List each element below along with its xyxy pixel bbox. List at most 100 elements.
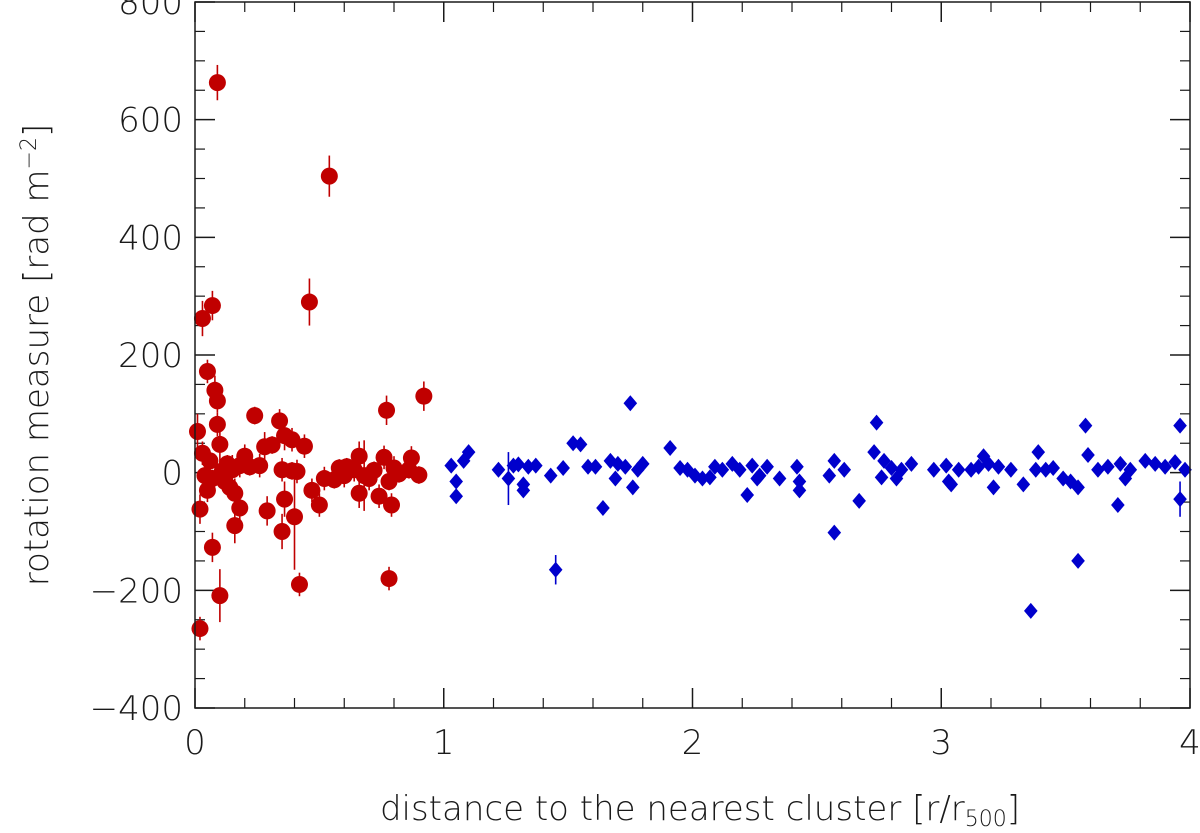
data-point-diamond [688, 467, 702, 484]
data-point-circle [370, 487, 388, 505]
data-point-diamond [588, 458, 603, 475]
data-point-circle [258, 502, 276, 520]
data-point-diamond [623, 395, 638, 412]
data-point-diamond [760, 458, 774, 475]
data-point-diamond [1081, 447, 1095, 464]
data-point-diamond [618, 458, 633, 475]
data-point-diamond [501, 470, 516, 487]
data-point-diamond [904, 455, 919, 472]
data-point-circle [288, 462, 306, 480]
data-point-circle [251, 457, 269, 475]
data-point-circle [231, 499, 249, 517]
y-tick-label: −200 [90, 571, 183, 611]
data-point-circle [211, 587, 229, 605]
y-tick-label: 200 [118, 336, 183, 376]
data-point-circle [191, 500, 209, 518]
data-point-diamond [792, 482, 807, 499]
data-point-diamond [1024, 602, 1038, 619]
data-point-diamond [939, 457, 954, 474]
data-point-circle [295, 437, 313, 455]
data-point-diamond [837, 461, 852, 478]
data-point-diamond [511, 456, 526, 473]
data-point-diamond [611, 455, 625, 472]
data-point-diamond [884, 459, 899, 476]
tick-labels: 0 1 2 3 4 −400 −200 0 200 400 600 800 [90, 0, 1200, 763]
data-point-circle [211, 435, 229, 453]
data-point-circle [246, 407, 264, 425]
data-point-circle [350, 484, 368, 502]
data-point-diamond [1168, 454, 1182, 471]
y-axis-label: rotation measure [rad m−2] [17, 124, 57, 587]
data-point-diamond [889, 470, 904, 487]
data-point-diamond [1148, 455, 1162, 472]
data-point-diamond [703, 469, 717, 486]
data-point-diamond [772, 470, 787, 487]
data-point-diamond [1004, 461, 1018, 478]
data-point-diamond [1071, 552, 1085, 569]
data-point-circle [226, 517, 244, 535]
data-point-diamond [827, 524, 842, 541]
data-point-circle [188, 422, 206, 440]
data-point-diamond [790, 458, 804, 475]
data-point-diamond [745, 457, 759, 474]
data-point-circle [383, 496, 401, 514]
data-point-circle [303, 481, 321, 499]
data-point-diamond [543, 467, 558, 484]
data-point-circle [290, 575, 308, 593]
data-point-diamond [874, 469, 889, 486]
data-point-diamond [750, 470, 764, 487]
data-point-diamond [456, 452, 471, 469]
data-point-diamond [444, 457, 459, 474]
data-point-diamond [528, 457, 543, 474]
data-point-diamond [981, 455, 996, 472]
data-point-diamond [951, 461, 966, 478]
y-tick-label: 800 [118, 0, 183, 23]
data-point-diamond [1016, 476, 1031, 493]
data-point-diamond [1046, 459, 1060, 476]
data-point-circle [380, 570, 398, 588]
axis-ticks [194, 1, 1191, 709]
data-point-circle [208, 415, 226, 433]
x-tick-label: 1 [433, 723, 455, 763]
data-point-diamond [732, 461, 747, 478]
x-axis-label: distance to the nearest cluster [r/r500] [380, 789, 1020, 832]
data-point-circle [193, 310, 211, 328]
error-bars [196, 64, 1186, 641]
data-point-diamond [1118, 470, 1133, 487]
data-point-circle [226, 484, 244, 502]
data-point-diamond [991, 458, 1006, 475]
data-point-circle [300, 293, 318, 311]
data-point-diamond [626, 479, 640, 496]
data-point-diamond [449, 473, 463, 490]
data-point-diamond [1158, 458, 1172, 475]
data-point-diamond [596, 499, 610, 516]
data-point-diamond [491, 461, 506, 478]
data-point-circle [350, 447, 368, 465]
data-point-circle [375, 448, 393, 466]
data-point-diamond [1071, 479, 1085, 496]
data-point-circle [276, 490, 294, 508]
data-point-diamond [449, 488, 463, 505]
y-tick-label: −400 [90, 689, 183, 729]
x-tick-label: 2 [682, 723, 704, 763]
data-point-diamond [1173, 417, 1187, 434]
data-point-circle [203, 538, 221, 556]
data-point-circle [273, 523, 291, 540]
data-point-diamond [1111, 497, 1125, 514]
data-point-diamond [556, 459, 570, 476]
plot-frame [194, 1, 1191, 709]
data-point-circle [263, 436, 281, 454]
data-point-diamond [573, 436, 588, 453]
data-point-circle [320, 167, 338, 185]
data-point-circle [208, 392, 226, 410]
data-point-diamond [635, 455, 650, 472]
data-point-diamond [869, 414, 884, 431]
data-point-diamond [986, 479, 1001, 496]
data-point-diamond [1173, 491, 1187, 508]
x-tick-label: 0 [184, 723, 206, 763]
y-tick-label: 0 [161, 454, 183, 494]
data-point-diamond [516, 482, 531, 499]
data-point-circle [191, 620, 209, 638]
y-tick-label: 400 [118, 218, 183, 258]
